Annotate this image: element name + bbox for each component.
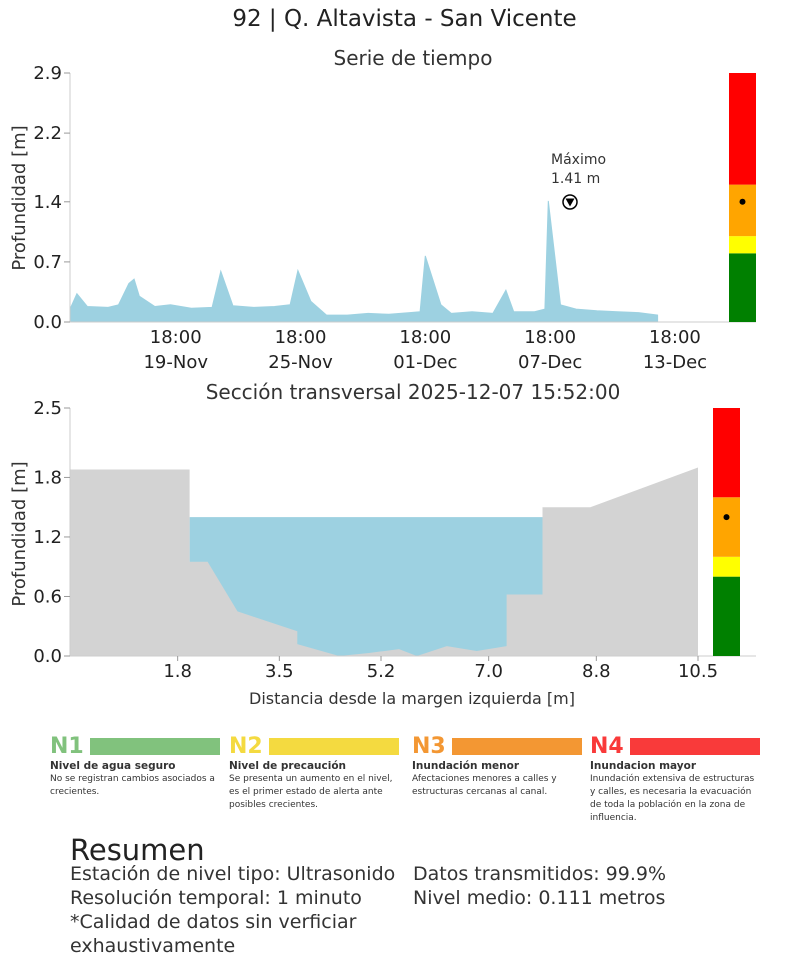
xs-x-tick-label: 5.2: [367, 661, 396, 682]
timeseries-area: [69, 200, 659, 323]
xs-level-bar: [713, 408, 740, 656]
summary-line: Resolución temporal: 1 minuto: [70, 887, 362, 909]
ts-x-tick-time: 18:00: [399, 327, 451, 348]
timeseries-chart: 0.00.71.42.22.9 18:0019-Nov18:0025-Nov18…: [9, 63, 756, 373]
xs-x-tick-label: 1.8: [163, 661, 192, 682]
ts-y-tick-label: 2.9: [33, 63, 62, 84]
xs-x-tick-labels: 1.8 3.5 5.2 7.0 8.8 10.5: [163, 656, 718, 682]
xs-y-tick-label: 0.6: [33, 586, 62, 607]
legend-swatch: [452, 737, 582, 755]
summary-line: *Calidad de datos sin verficiar: [70, 911, 357, 933]
legend-code: N2: [229, 733, 263, 759]
ts-y-tick-labels: 0.0 0.7 1.4 2.2 2.9: [33, 63, 70, 333]
ts-x-tick-date: 19-Nov: [143, 352, 208, 373]
legend-code: N3: [412, 733, 446, 759]
ts-x-tick-time: 18:00: [649, 327, 701, 348]
max-value: 1.41 m: [551, 171, 600, 187]
max-label: Máximo: [551, 152, 606, 168]
level-n3-band: [713, 497, 740, 557]
ts-x-tick-date: 25-Nov: [268, 352, 333, 373]
xs-y-tick-label: 1.8: [33, 467, 62, 488]
summary-line: exhaustivamente: [70, 935, 236, 957]
legend-swatch: [90, 737, 220, 755]
cross-section-body: [70, 467, 698, 656]
summary-line: Datos transmitidos: 99.9%: [413, 863, 667, 885]
summary-line: Nivel medio: 0.111 metros: [413, 887, 666, 909]
ts-y-tick-label: 0.0: [33, 312, 62, 333]
current-level-dot: [739, 198, 746, 205]
legend-n4: N4 Inundacion mayor Inundación extensiva…: [590, 734, 760, 825]
ts-x-tick-time: 18:00: [275, 327, 327, 348]
legend-name: Nivel de precaución: [229, 760, 347, 772]
level-n1-band: [729, 253, 756, 322]
legend-name: Nivel de agua seguro: [50, 760, 176, 772]
cross-section-chart: 0.0 0.6 1.2 1.8 2.5 1.8 3.5 5.2 7.0 8.8 10.5 Prof…: [9, 398, 756, 708]
current-level-dot: [723, 514, 730, 521]
xs-y-tick-labels: 0.0 0.6 1.2 1.8 2.5: [33, 398, 70, 667]
summary-line: Estación de nivel tipo: Ultrasonido: [70, 863, 396, 885]
xs-y-tick-label: 0.0: [33, 646, 62, 667]
ts-x-tick-time: 18:00: [524, 327, 576, 348]
xs-x-tick-label: 3.5: [265, 661, 294, 682]
legend-swatch: [269, 737, 399, 755]
timeseries-title: Serie de tiempo: [333, 46, 493, 70]
ts-x-tick-time: 18:00: [150, 327, 202, 348]
level-n4-band: [729, 73, 756, 185]
ts-level-bar: [729, 73, 756, 322]
level-n1-band: [713, 576, 740, 656]
legend-name: Inundación menor: [412, 760, 520, 772]
xs-x-tick-label: 10.5: [678, 661, 718, 682]
summary-title: Resumen: [70, 833, 205, 867]
legend-name: Inundacion mayor: [590, 760, 697, 772]
depth-series: [69, 200, 659, 323]
level-n2-band: [729, 236, 756, 254]
legend-code: N4: [590, 733, 624, 759]
legend-desc: Afectaciones menores a calles y estructu…: [412, 774, 557, 797]
level-n4-band: [713, 408, 740, 498]
legend-swatch: [630, 737, 760, 755]
xs-x-axis-label: Distancia desde la margen izquierda [m]: [249, 689, 575, 708]
xs-x-tick-label: 8.8: [582, 661, 611, 682]
ts-x-tick-labels: 18:00 19-Nov 18:00 25-Nov 18:00 01-Dec 18:00 07…: [143, 327, 707, 373]
ground-profile: [70, 467, 698, 656]
max-triangle-icon: [565, 198, 575, 207]
legend-n1: N1 Nivel de agua seguro No se registran …: [50, 734, 220, 799]
legend-desc: Se presenta un aumento en el nivel, es e…: [229, 774, 393, 810]
legend-n2: N2 Nivel de precaución Se presenta un au…: [229, 734, 399, 812]
legend-code: N1: [50, 733, 84, 759]
ts-y-tick-label: 1.4: [33, 192, 62, 213]
legend-n3: N3 Inundación menor Afectaciones menores…: [412, 734, 582, 799]
ts-y-axis-label: Profundidad [m]: [9, 125, 30, 270]
xs-x-tick-label: 7.0: [474, 661, 503, 682]
cross-section-title: Sección transversal 2025-12-07 15:52:00: [205, 380, 621, 404]
legend-desc: No se registran cambios asociados a crec…: [50, 774, 215, 797]
level-n3-band: [729, 184, 756, 237]
ts-x-tick-date: 13-Dec: [643, 352, 707, 373]
ts-x-tick-date: 07-Dec: [518, 352, 582, 373]
legend-desc: Inundación extensiva de estructuras y ca…: [590, 774, 755, 823]
xs-y-tick-label: 1.2: [33, 527, 62, 548]
ts-y-tick-label: 2.2: [33, 123, 62, 144]
xs-y-axis-label: Profundidad [m]: [9, 461, 30, 606]
max-marker: Máximo 1.41 m: [551, 152, 606, 210]
page-title: 92 | Q. Altavista - San Vicente: [232, 6, 577, 32]
level-n2-band: [713, 556, 740, 577]
ts-y-tick-label: 0.7: [33, 252, 62, 273]
xs-y-tick-label: 2.5: [33, 398, 62, 419]
ts-x-tick-date: 01-Dec: [393, 352, 457, 373]
